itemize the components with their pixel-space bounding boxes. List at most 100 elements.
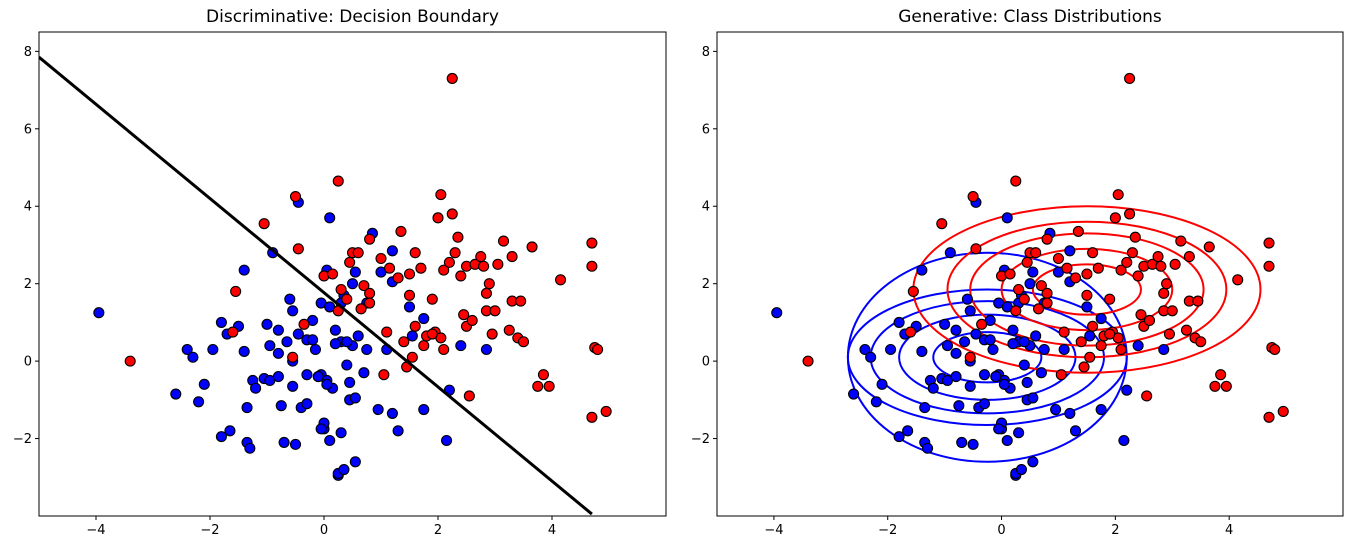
data-point [964, 351, 976, 363]
y-tick-label: 4 [702, 200, 710, 215]
decision-boundary-plot: Discriminative: Decision Boundary −4 −2 0 2… [13, 7, 667, 538]
data-point [865, 351, 877, 363]
x-tick-label: −4 [764, 523, 783, 538]
data-point [307, 334, 319, 346]
data-point [352, 330, 364, 342]
data-point [953, 400, 965, 412]
data-point [1166, 305, 1178, 317]
data-point [586, 237, 598, 249]
data-point [506, 251, 518, 263]
data-point [1078, 361, 1090, 373]
data-point [1095, 340, 1107, 352]
data-point [970, 243, 982, 255]
data-point [802, 355, 814, 367]
data-point [478, 260, 490, 272]
data-point [418, 403, 430, 416]
data-point [272, 324, 284, 336]
data-point [215, 431, 227, 443]
data-point [238, 345, 250, 357]
data-point [338, 463, 350, 476]
data-point [244, 442, 256, 454]
data-point [939, 318, 951, 330]
y-tick-label: 8 [702, 45, 710, 60]
data-point [950, 324, 962, 336]
data-point [1195, 336, 1207, 348]
data-point [215, 316, 227, 328]
data-point [1010, 175, 1022, 187]
data-point [352, 247, 364, 259]
data-point [1038, 343, 1050, 356]
data-point [1010, 305, 1022, 317]
data-point [503, 324, 515, 336]
data-point [170, 388, 182, 400]
data-point [298, 318, 310, 330]
x-tick-label: 2 [1111, 523, 1119, 538]
data-point [859, 343, 871, 356]
data-point [592, 343, 604, 356]
data-point [93, 307, 105, 319]
x-tick-label: 4 [1225, 523, 1233, 538]
data-point [312, 371, 324, 383]
data-point [1018, 359, 1030, 371]
axes-frame [38, 31, 667, 517]
data-point [198, 378, 210, 390]
data-point [586, 260, 598, 272]
data-point [1001, 212, 1013, 224]
data-point [1007, 324, 1019, 336]
x-tick-label: 4 [548, 523, 556, 538]
data-point [418, 312, 430, 325]
y-tick-label: −2 [13, 432, 32, 447]
data-point [1152, 251, 1164, 263]
data-point [1126, 247, 1138, 259]
data-point [438, 343, 450, 356]
x-tick-label: 0 [320, 523, 328, 538]
data-point [1104, 293, 1116, 305]
y-tick-label: 8 [24, 45, 32, 60]
data-point [349, 456, 361, 468]
data-point [993, 423, 1005, 435]
x-tick-label: 0 [997, 523, 1005, 538]
data-point [964, 305, 976, 317]
data-point [287, 305, 299, 317]
data-point [978, 398, 991, 410]
data-point [463, 390, 475, 402]
data-point [936, 218, 948, 230]
data-point [600, 405, 612, 418]
data-point [392, 425, 404, 437]
data-point [987, 343, 999, 356]
y-tick-label: 0 [24, 355, 32, 370]
data-point [1141, 390, 1153, 402]
x-tick-label: −4 [86, 523, 105, 538]
data-point [586, 411, 598, 423]
data-point [1263, 260, 1275, 272]
data-point [1109, 212, 1121, 224]
data-point [432, 212, 444, 224]
data-point [446, 72, 458, 85]
data-point [1041, 297, 1053, 309]
data-point [446, 208, 458, 220]
data-point [403, 268, 416, 280]
data-point [435, 189, 447, 201]
data-point [321, 378, 333, 390]
data-point [1095, 312, 1107, 325]
plot-area [39, 56, 612, 516]
data-point [1030, 247, 1042, 259]
chart-title: Discriminative: Decision Boundary [206, 7, 499, 27]
data-point [287, 380, 299, 392]
data-point [386, 245, 398, 257]
data-point [284, 293, 296, 305]
data-point [409, 320, 421, 332]
plot-area [771, 72, 1289, 481]
data-point [258, 218, 270, 230]
data-point [187, 351, 199, 363]
data-point [1135, 309, 1147, 321]
data-point [1163, 328, 1175, 340]
data-point [224, 425, 236, 437]
data-point [1081, 301, 1093, 313]
data-point [124, 355, 136, 367]
data-point [927, 382, 939, 394]
data-point [358, 280, 370, 292]
data-point [1069, 425, 1082, 437]
density-contour [932, 331, 1043, 384]
data-point [489, 305, 501, 317]
